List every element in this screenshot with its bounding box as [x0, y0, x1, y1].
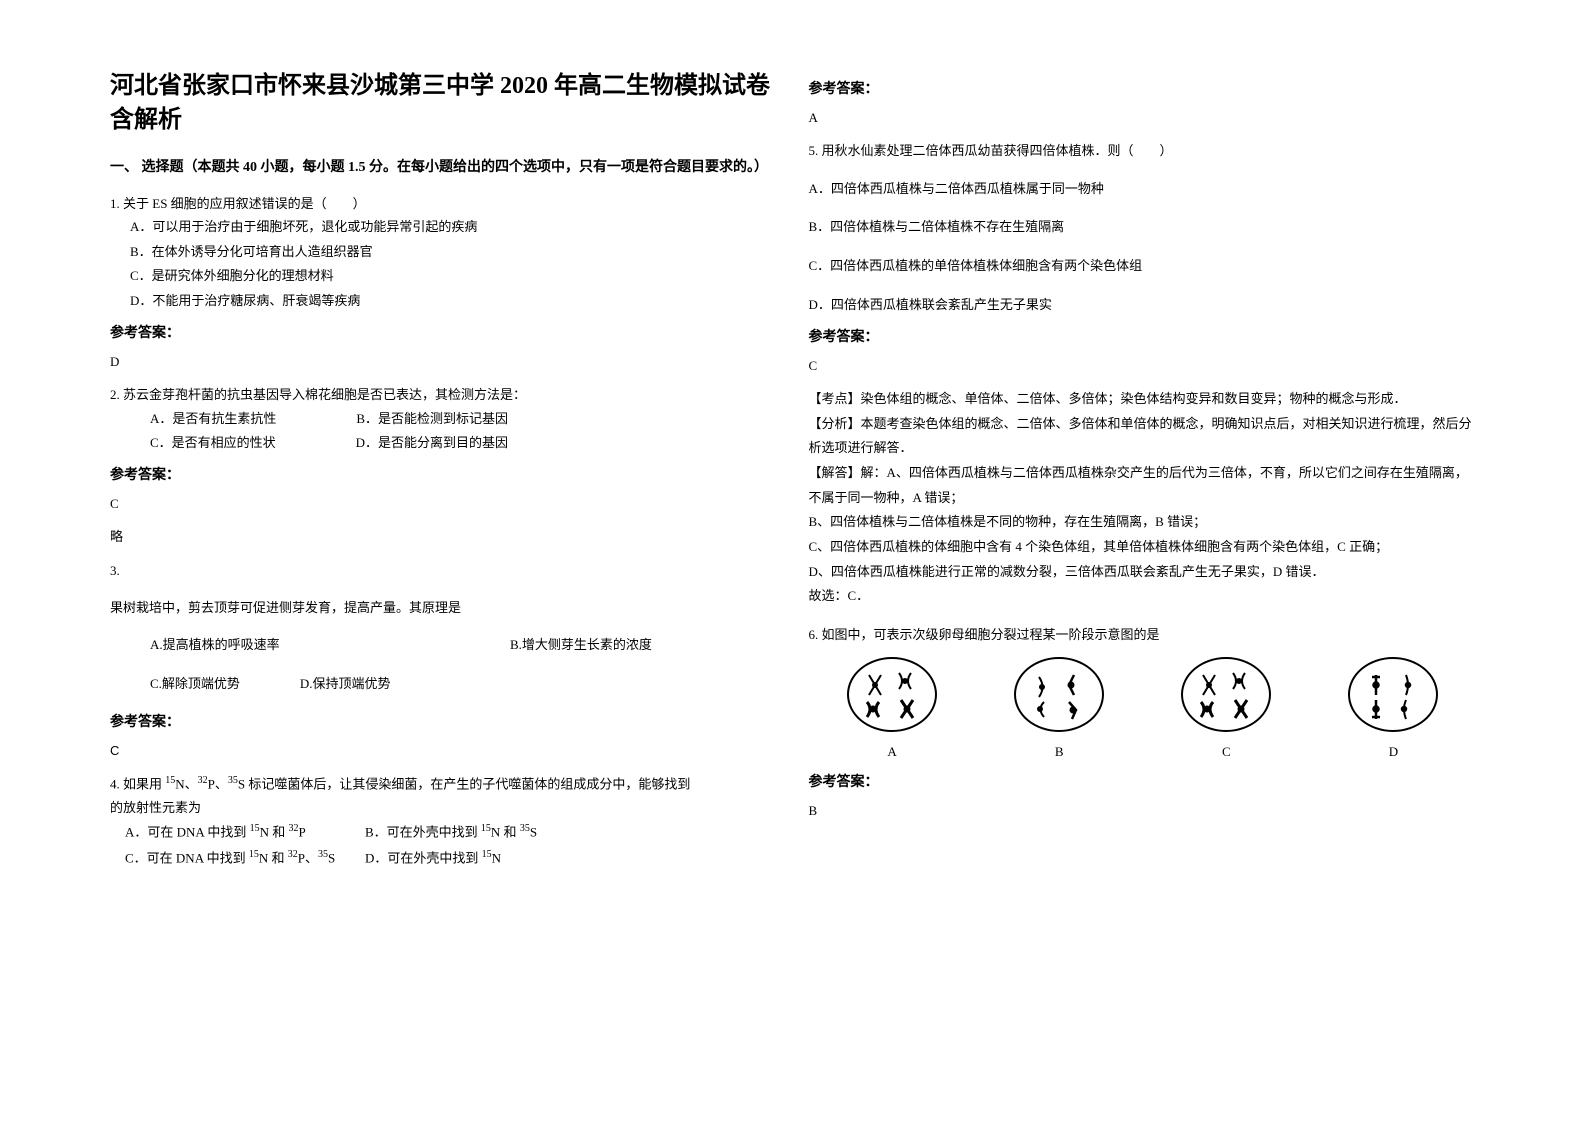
diagram-c: C	[1181, 657, 1271, 763]
q4-option-c: C．可在 DNA 中找到 15N 和 32P、35S	[125, 845, 365, 871]
q1-option-d: D．不能用于治疗糖尿病、肝衰竭等疾病	[110, 289, 779, 314]
question-1: 1. 关于 ES 细胞的应用叙述错误的是（ ） A．可以用于治疗由于细胞坏死，退…	[110, 192, 779, 314]
q1-answer: D	[110, 350, 779, 373]
q5-fenxi: 【分析】本题考查染色体组的概念、二倍体、多倍体和单倍体的概念，明确知识点后，对相…	[809, 412, 1478, 461]
document-title: 河北省张家口市怀来县沙城第三中学 2020 年高二生物模拟试卷含解析	[110, 70, 779, 137]
q5-jieda4: D、四倍体西瓜植株能进行正常的减数分裂，三倍体西瓜联会紊乱产生无子果实，D 错误…	[809, 560, 1478, 585]
diagram-a: A	[847, 657, 937, 763]
right-column: 参考答案： A 5. 用秋水仙素处理二倍体西瓜幼苗获得四倍体植株．则（ ） A．…	[794, 70, 1493, 1072]
q5-jieda3: C、四倍体西瓜植株的体细胞中含有 4 个染色体组，其单倍体植株体细胞含有两个染色…	[809, 535, 1478, 560]
q2-answer-label: 参考答案：	[110, 464, 779, 484]
left-column: 河北省张家口市怀来县沙城第三中学 2020 年高二生物模拟试卷含解析 一、 选择…	[95, 70, 794, 1072]
q3-option-a: A.提高植株的呼吸速率	[150, 633, 430, 658]
q3-options-cd: C.解除顶端优势 D.保持顶端优势	[110, 672, 779, 697]
q6-answer: B	[809, 799, 1478, 822]
q2-note: 略	[110, 525, 779, 548]
q5-answer-label: 参考答案：	[809, 326, 1478, 346]
q5-answer: C	[809, 354, 1478, 377]
q3-option-b: B.增大侧芽生长素的浓度	[510, 633, 652, 658]
q3-answer: C	[110, 739, 779, 762]
q4-stem: 4. 如果用 15N、32P、35S 标记噬菌体后，让其侵染细菌，在产生的子代噬…	[110, 772, 779, 796]
q3-num: 3.	[110, 559, 779, 582]
section-header: 一、 选择题（本题共 40 小题，每小题 1.5 分。在每小题给出的四个选项中，…	[110, 157, 779, 179]
label-b: B	[1055, 740, 1064, 763]
q1-option-b: B．在体外诱导分化可培育出人造组织器官	[110, 240, 779, 265]
chromosomes-d-icon	[1358, 667, 1428, 722]
q4-answer-label: 参考答案：	[809, 78, 1478, 98]
q6-answer-label: 参考答案：	[809, 771, 1478, 791]
q3-stem: 果树栽培中，剪去顶芽可促进侧芽发育，提高产量。其原理是	[110, 596, 779, 619]
q4-stem-line2: 的放射性元素为	[110, 796, 779, 819]
chromosomes-a-icon	[857, 667, 927, 722]
q3-option-d: D.保持顶端优势	[300, 672, 391, 697]
q2-answer: C	[110, 492, 779, 515]
label-d: D	[1389, 740, 1398, 763]
diagram-d: D	[1348, 657, 1438, 763]
q4-options-cd: C．可在 DNA 中找到 15N 和 32P、35S D．可在外壳中找到 15N	[110, 845, 779, 871]
q5-option-a: A．四倍体西瓜植株与二倍体西瓜植株属于同一物种	[809, 177, 1478, 202]
chromosomes-c-icon	[1191, 667, 1261, 722]
label-c: C	[1222, 740, 1231, 763]
q2-stem: 2. 苏云金芽孢杆菌的抗虫基因导入棉花细胞是否已表达，其检测方法是：	[110, 383, 779, 406]
q5-option-b: B．四倍体植株与二倍体植株不存在生殖隔离	[809, 215, 1478, 240]
q5-option-c: C．四倍体西瓜植株的单倍体植株体细胞含有两个染色体组	[809, 254, 1478, 279]
q2-option-b: B．是否能检测到标记基因	[356, 407, 508, 432]
q3-options-ab: A.提高植株的呼吸速率 B.增大侧芽生长素的浓度	[110, 633, 779, 658]
q5-option-d: D．四倍体西瓜植株联会紊乱产生无子果实	[809, 293, 1478, 318]
cell-a	[847, 657, 937, 732]
q2-options-cd: C．是否有相应的性状 D．是否能分离到目的基因	[110, 431, 779, 456]
question-3: 3. 果树栽培中，剪去顶芽可促进侧芽发育，提高产量。其原理是 A.提高植株的呼吸…	[110, 559, 779, 697]
label-a: A	[887, 740, 896, 763]
chromosomes-b-icon	[1024, 667, 1094, 722]
q3-answer-label: 参考答案：	[110, 711, 779, 731]
cell-d	[1348, 657, 1438, 732]
cell-b	[1014, 657, 1104, 732]
question-6: 6. 如图中，可表示次级卵母细胞分裂过程某一阶段示意图的是 A	[809, 623, 1478, 763]
q6-diagrams: A B	[809, 657, 1478, 763]
q5-stem: 5. 用秋水仙素处理二倍体西瓜幼苗获得四倍体植株．则（ ）	[809, 139, 1478, 162]
q5-jieda2: B、四倍体植株与二倍体植株是不同的物种，存在生殖隔离，B 错误；	[809, 510, 1478, 535]
q2-option-a: A．是否有抗生素抗性	[150, 407, 276, 432]
q6-stem: 6. 如图中，可表示次级卵母细胞分裂过程某一阶段示意图的是	[809, 623, 1478, 646]
q5-guxuan: 故选：C．	[809, 584, 1478, 609]
q3-option-c: C.解除顶端优势	[150, 672, 240, 697]
q1-answer-label: 参考答案：	[110, 322, 779, 342]
q2-option-d: D．是否能分离到目的基因	[356, 431, 508, 456]
q1-stem: 1. 关于 ES 细胞的应用叙述错误的是（ ）	[110, 192, 779, 215]
q4-options-ab: A．可在 DNA 中找到 15N 和 32P B．可在外壳中找到 15N 和 3…	[110, 819, 779, 845]
q4-answer: A	[809, 106, 1478, 129]
q4-option-b: B．可在外壳中找到 15N 和 35S	[365, 819, 605, 845]
cell-c	[1181, 657, 1271, 732]
q5-kaodian: 【考点】染色体组的概念、单倍体、二倍体、多倍体；染色体结构变异和数目变异；物种的…	[809, 387, 1478, 412]
question-2: 2. 苏云金芽孢杆菌的抗虫基因导入棉花细胞是否已表达，其检测方法是： A．是否有…	[110, 383, 779, 456]
q2-option-c: C．是否有相应的性状	[150, 431, 276, 456]
q1-option-a: A．可以用于治疗由于细胞坏死，退化或功能异常引起的疾病	[110, 215, 779, 240]
q2-options-ab: A．是否有抗生素抗性 B．是否能检测到标记基因	[110, 407, 779, 432]
question-5: 5. 用秋水仙素处理二倍体西瓜幼苗获得四倍体植株．则（ ） A．四倍体西瓜植株与…	[809, 139, 1478, 317]
q5-jieda1: 【解答】解：A、四倍体西瓜植株与二倍体西瓜植株杂交产生的后代为三倍体，不育，所以…	[809, 461, 1478, 510]
question-4: 4. 如果用 15N、32P、35S 标记噬菌体后，让其侵染细菌，在产生的子代噬…	[110, 772, 779, 871]
q1-option-c: C．是研究体外细胞分化的理想材料	[110, 264, 779, 289]
diagram-b: B	[1014, 657, 1104, 763]
q4-option-d: D．可在外壳中找到 15N	[365, 845, 605, 871]
q4-option-a: A．可在 DNA 中找到 15N 和 32P	[125, 819, 365, 845]
